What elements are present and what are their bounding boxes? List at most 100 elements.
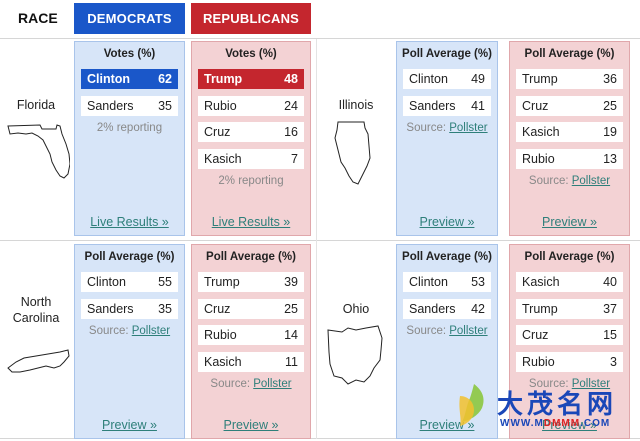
candidate-row: Rubio 3 (516, 352, 623, 372)
candidate-name: Clinton (409, 275, 448, 289)
candidate-value: 25 (284, 302, 298, 316)
preview-link[interactable]: Preview » (542, 215, 597, 229)
candidate-row: Kasich 19 (516, 122, 623, 142)
candidate-name: Clinton (87, 72, 131, 86)
candidate-value: 41 (471, 99, 485, 113)
state-label-ohio: Ohio (342, 302, 370, 316)
democrats-header: DEMOCRATS (74, 3, 185, 34)
reporting-note: 2% reporting (96, 122, 163, 134)
panel-title: Poll Average (%) (402, 48, 492, 60)
illinois-dem-panel: Poll Average (%) Clinton 49 Sanders 41 S… (396, 41, 498, 236)
state-label-north-carolina: North Carolina (12, 295, 60, 325)
panel-title: Poll Average (%) (206, 251, 296, 263)
source-note: Source: Pollster (406, 325, 488, 337)
florida-dem-panel: Votes (%) Clinton 62 Sanders 35 2% repor… (74, 41, 185, 236)
candidate-name: Rubio (204, 328, 237, 342)
candidate-value: 42 (471, 302, 485, 316)
candidate-name: Trump (204, 275, 240, 289)
panel-title: Poll Average (%) (84, 251, 175, 263)
candidate-value: 3 (610, 355, 617, 369)
panel-title: Poll Average (%) (524, 251, 615, 263)
candidate-name: Trump (522, 302, 558, 316)
candidate-row: Clinton 53 (403, 272, 491, 292)
candidate-row: Rubio 13 (516, 149, 623, 169)
candidate-row: Kasich 7 (198, 149, 304, 169)
candidate-value: 37 (603, 302, 617, 316)
candidate-row: Cruz 15 (516, 325, 623, 345)
candidate-value: 35 (158, 302, 172, 316)
candidate-name: Clinton (87, 275, 126, 289)
candidate-name: Kasich (522, 125, 560, 139)
candidate-name: Cruz (522, 328, 549, 342)
candidate-value: 36 (603, 72, 617, 86)
panel-title: Poll Average (%) (524, 48, 615, 60)
pollster-link[interactable]: Pollster (449, 325, 488, 337)
candidate-name: Kasich (204, 152, 242, 166)
state-label-illinois: Illinois (338, 98, 374, 112)
candidate-row: Clinton 55 (81, 272, 178, 292)
candidate-value: 55 (158, 275, 172, 289)
candidate-row: Trump 36 (516, 69, 623, 89)
candidate-row: Sanders 41 (403, 96, 491, 116)
republicans-header: REPUBLICANS (191, 3, 311, 34)
candidate-row: Sanders 35 (81, 299, 178, 319)
candidate-row: Sanders 35 (81, 96, 178, 116)
preview-link[interactable]: Preview » (102, 418, 157, 432)
ohio-rep-panel: Poll Average (%) Kasich 40 Trump 37 Cruz… (509, 244, 630, 439)
candidate-name: Rubio (204, 99, 237, 113)
candidate-row: Sanders 42 (403, 299, 491, 319)
source-note: Source: Pollster (528, 175, 611, 187)
candidate-value: 16 (284, 125, 298, 139)
header-divider (0, 38, 640, 39)
candidate-value: 11 (285, 355, 298, 369)
bottom-divider (0, 438, 640, 439)
candidate-value: 7 (291, 152, 298, 166)
candidate-name: Sanders (409, 99, 456, 113)
candidate-value: 13 (603, 152, 617, 166)
candidate-row: Rubio 24 (198, 96, 304, 116)
candidate-row: Rubio 14 (198, 325, 304, 345)
candidate-name: Trump (204, 72, 243, 86)
pollster-link[interactable]: Pollster (449, 122, 488, 134)
candidate-row: Kasich 11 (198, 352, 304, 372)
candidate-name: Cruz (204, 302, 231, 316)
candidate-name: Rubio (522, 355, 555, 369)
candidate-value: 39 (284, 275, 298, 289)
north-carolina-dem-panel: Poll Average (%) Clinton 55 Sanders 35 S… (74, 244, 185, 439)
pollster-link[interactable]: Pollster (131, 325, 171, 337)
illinois-map-icon (334, 121, 371, 185)
florida-map-icon (7, 124, 70, 179)
candidate-name: Kasich (204, 355, 242, 369)
source-note: Source: Pollster (406, 122, 488, 134)
preview-link[interactable]: Preview » (542, 418, 597, 432)
candidate-name: Sanders (409, 302, 456, 316)
candidate-value: 49 (471, 72, 485, 86)
candidate-value: 35 (158, 99, 172, 113)
watermark-logo-icon (459, 384, 484, 426)
candidate-name: Sanders (87, 302, 134, 316)
live-results-link[interactable]: Live Results » (211, 215, 291, 229)
candidate-name: Kasich (522, 275, 560, 289)
candidate-name: Cruz (204, 125, 231, 139)
candidate-value: 25 (603, 99, 617, 113)
preview-link[interactable]: Preview » (419, 215, 475, 229)
source-note: Source: Pollster (528, 378, 611, 390)
florida-rep-panel: Votes (%) Trump 48 Rubio 24 Cruz 16 Kasi… (191, 41, 311, 236)
north-carolina-rep-panel: Poll Average (%) Trump 39 Cruz 25 Rubio … (191, 244, 311, 439)
ohio-map-icon (327, 325, 383, 385)
watermark-url: WWW.MDMMM.COM (500, 418, 611, 429)
candidate-value: 62 (158, 72, 172, 86)
candidate-value: 24 (284, 99, 298, 113)
race-column-header: RACE (18, 10, 58, 26)
candidate-name: Clinton (409, 72, 448, 86)
column-divider (316, 39, 317, 439)
candidate-name: Sanders (87, 99, 134, 113)
pollster-link[interactable]: Pollster (253, 378, 292, 390)
candidate-name: Cruz (522, 99, 549, 113)
live-results-link[interactable]: Live Results » (90, 215, 169, 229)
preview-link[interactable]: Preview » (223, 418, 279, 432)
pollster-link[interactable]: Pollster (571, 175, 611, 187)
pollster-link[interactable]: Pollster (571, 378, 611, 390)
north-carolina-map-icon (7, 349, 70, 373)
candidate-row: Kasich 40 (516, 272, 623, 292)
